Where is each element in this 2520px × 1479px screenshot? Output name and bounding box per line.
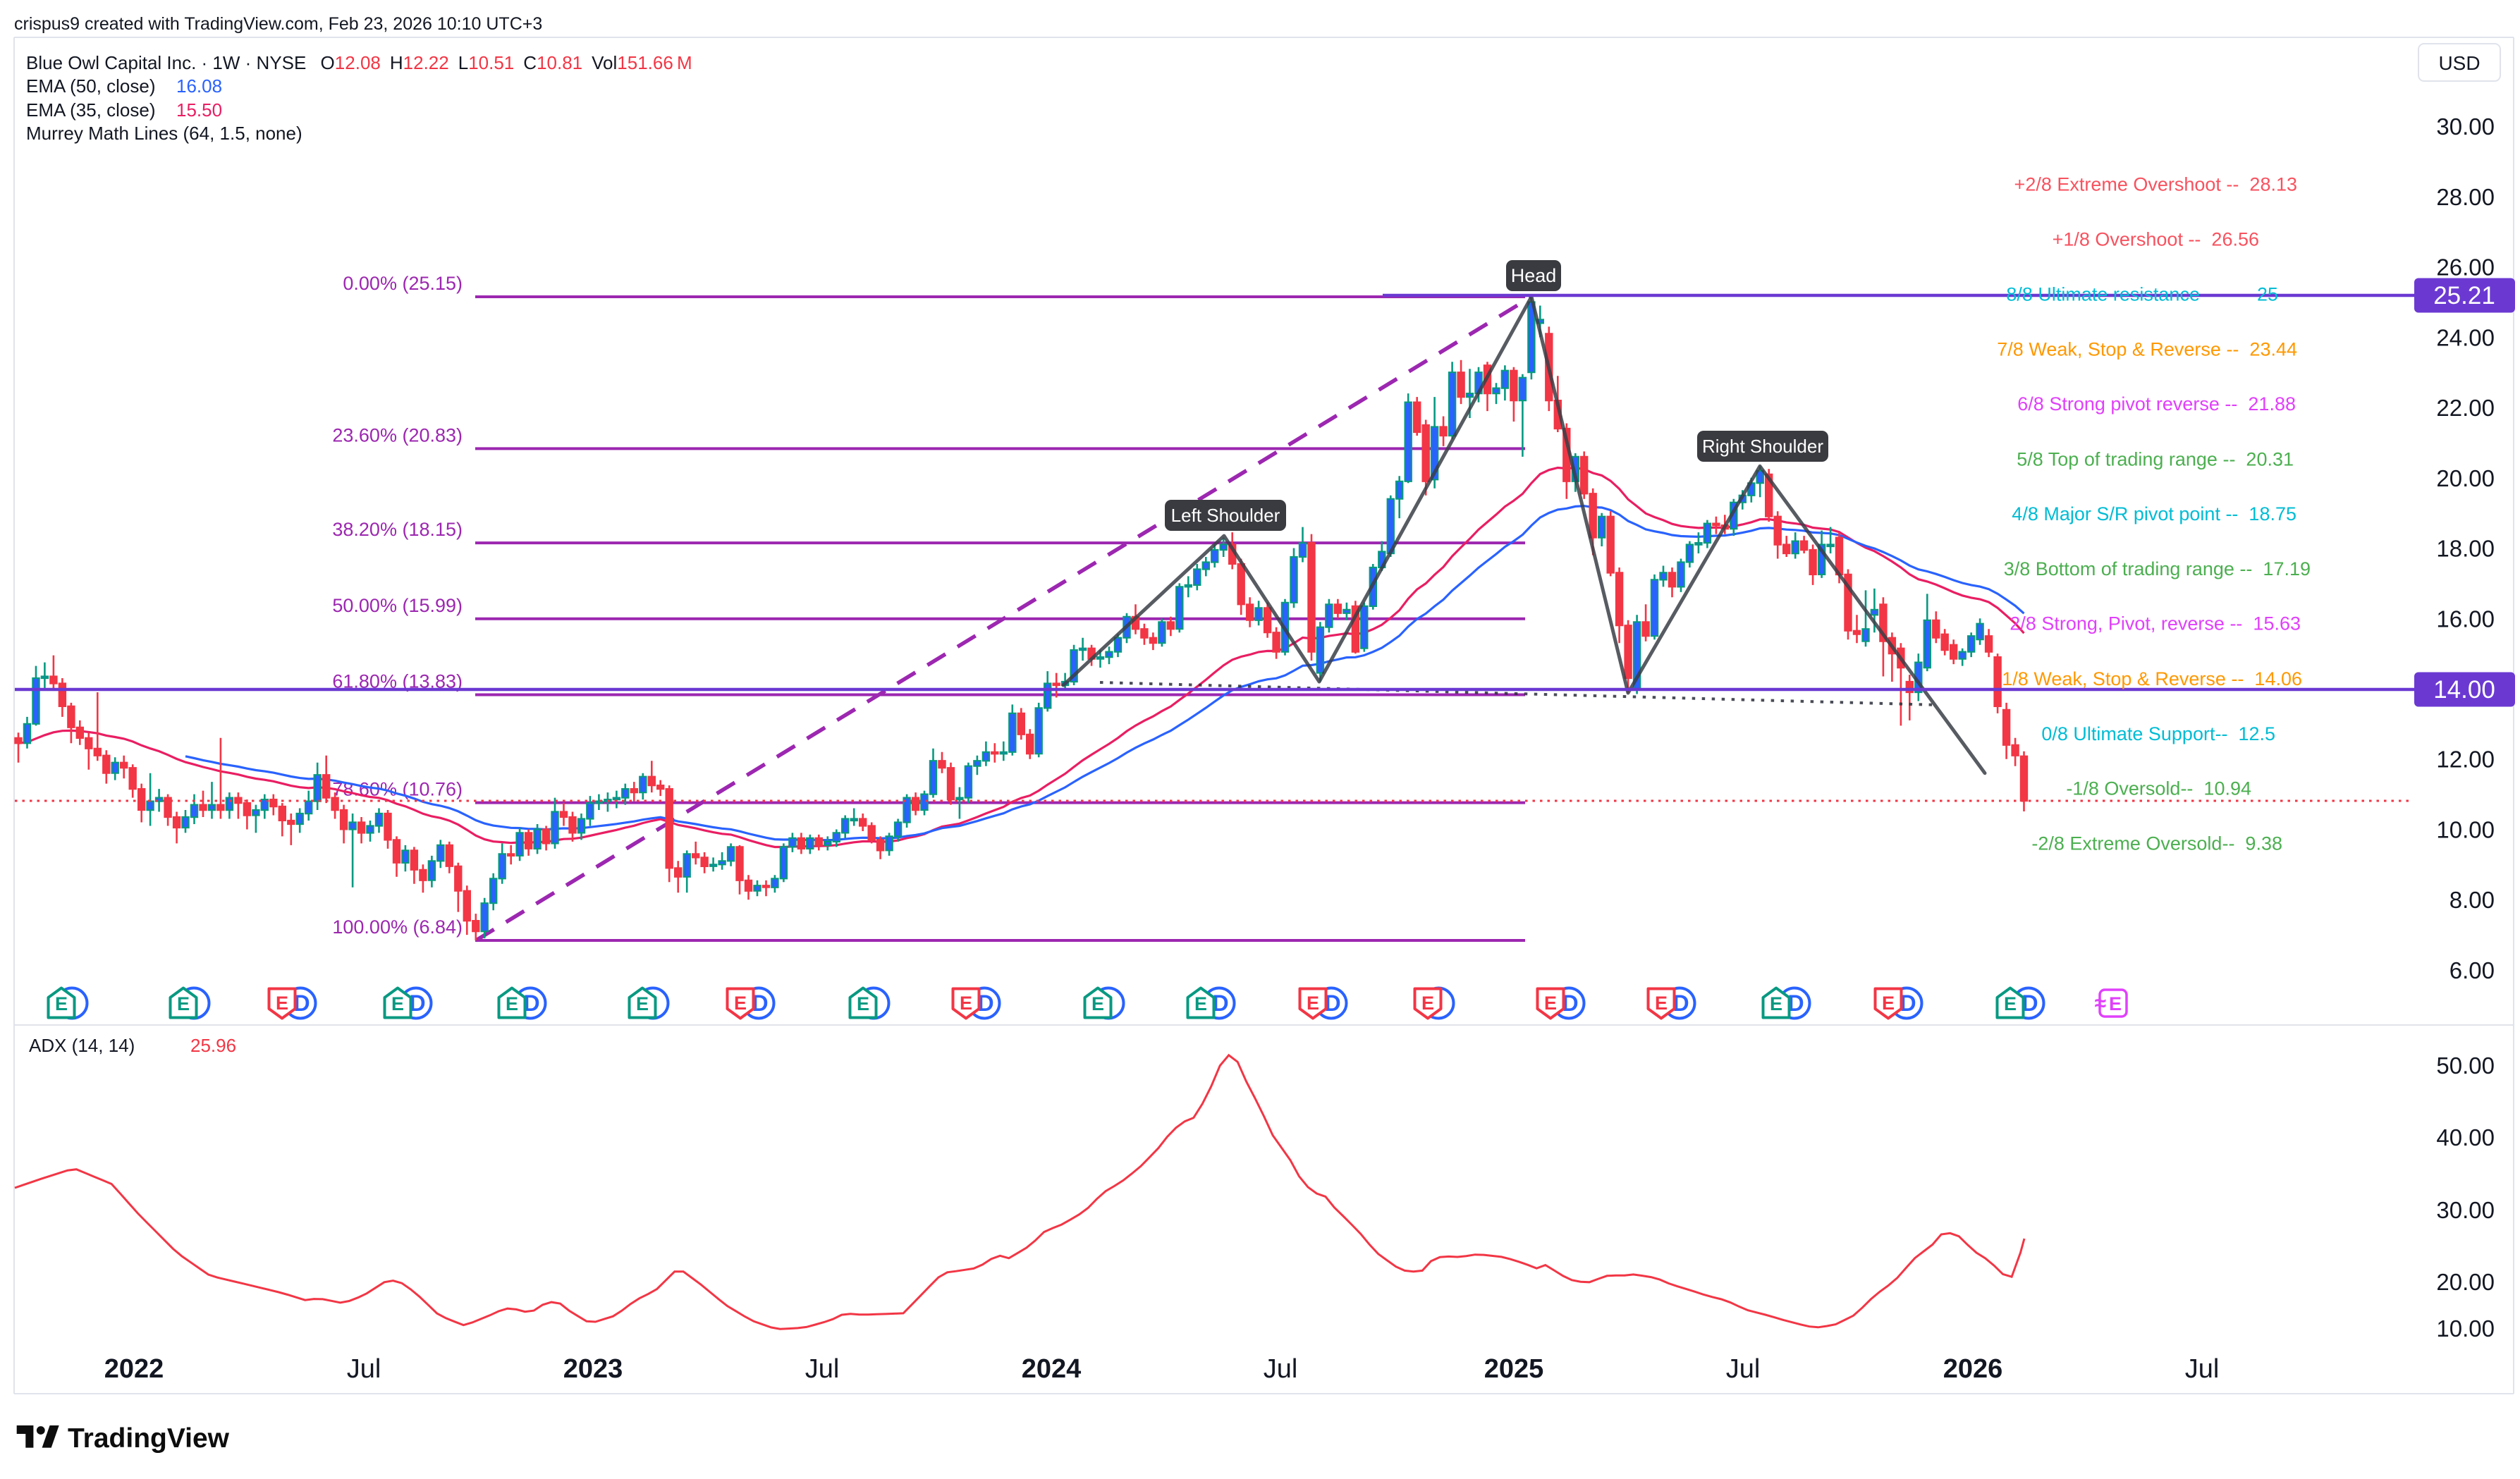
svg-text:E: E [734, 993, 747, 1014]
svg-text:20.00: 20.00 [2436, 1269, 2495, 1295]
svg-text:3/8 Bottom of trading range --: 3/8 Bottom of trading range -- 17.19 [2004, 558, 2311, 579]
svg-text:D: D [1212, 990, 1228, 1016]
svg-text:E: E [506, 993, 518, 1014]
svg-text:EMA (50, close): EMA (50, close) [26, 75, 156, 97]
svg-text:D: D [2021, 990, 2038, 1016]
svg-text:Jul: Jul [1264, 1354, 1298, 1384]
svg-text:D: D [293, 990, 310, 1016]
svg-text:2026: 2026 [1943, 1354, 2003, 1384]
svg-text:D: D [977, 990, 993, 1016]
svg-text:14.00: 14.00 [2433, 676, 2495, 704]
svg-text:E: E [2109, 993, 2122, 1014]
svg-text:D: D [1562, 990, 1578, 1016]
svg-text:E: E [177, 993, 190, 1014]
svg-text:20.00: 20.00 [2436, 465, 2495, 491]
svg-text:Left Shoulder: Left Shoulder [1171, 505, 1280, 526]
svg-text:D: D [1900, 990, 1916, 1016]
svg-text:TradingView: TradingView [68, 1423, 230, 1454]
svg-text:0.00% (25.15): 0.00% (25.15) [343, 273, 463, 294]
svg-text:40.00: 40.00 [2436, 1124, 2495, 1150]
svg-text:E: E [1655, 993, 1668, 1014]
svg-text:4/8 Major S/R pivot point --: 4/8 Major S/R pivot point -- 18.75 [2012, 503, 2296, 524]
svg-text:E: E [391, 993, 404, 1014]
svg-text:E: E [1091, 993, 1104, 1014]
svg-text:+1/8 Overshoot -- 26.56: +1/8 Overshoot -- 26.56 [2053, 229, 2259, 250]
svg-text:USD: USD [2438, 52, 2480, 74]
svg-text:28.00: 28.00 [2436, 184, 2495, 210]
svg-text:E: E [276, 993, 288, 1014]
svg-text:25.96: 25.96 [190, 1035, 236, 1056]
svg-text:Jul: Jul [805, 1354, 840, 1384]
svg-text:E: E [1544, 993, 1557, 1014]
svg-text:15.50: 15.50 [176, 99, 222, 121]
svg-text:≈: ≈ [2095, 992, 2106, 1015]
svg-text:2023: 2023 [563, 1354, 623, 1384]
svg-text:E: E [636, 993, 649, 1014]
svg-text:E: E [55, 993, 68, 1014]
svg-text:8/8 Ultimate resistance 25: 8/8 Ultimate resistance 25 [2006, 284, 2278, 305]
svg-text:E: E [960, 993, 972, 1014]
svg-text:12.00: 12.00 [2436, 747, 2495, 773]
svg-text:10.00: 10.00 [2436, 817, 2495, 843]
svg-text:D: D [409, 990, 425, 1016]
svg-text:-1/8 Oversold-- 10.94: -1/8 Oversold-- 10.94 [2066, 778, 2251, 799]
svg-text:2025: 2025 [1484, 1354, 1544, 1384]
svg-text:Blue Owl Capital Inc. · 1W · N: Blue Owl Capital Inc. · 1W · NYSE O12.08… [26, 52, 692, 73]
svg-text:Head: Head [1511, 265, 1557, 286]
svg-text:16.08: 16.08 [176, 75, 222, 97]
svg-text:D: D [752, 990, 768, 1016]
svg-text:7/8 Weak, Stop & Reverse -- 2: 7/8 Weak, Stop & Reverse -- 23.44 [1997, 338, 2297, 360]
svg-text:E: E [857, 993, 869, 1014]
svg-text:8.00: 8.00 [2449, 887, 2495, 913]
svg-text:100.00% (6.84): 100.00% (6.84) [332, 916, 463, 938]
svg-text:+2/8 Extreme Overshoot -- 28.: +2/8 Extreme Overshoot -- 28.13 [2014, 173, 2297, 195]
svg-text:Jul: Jul [1726, 1354, 1761, 1384]
svg-text:78.60% (10.76): 78.60% (10.76) [332, 779, 463, 800]
svg-text:38.20% (18.15): 38.20% (18.15) [332, 519, 463, 540]
svg-text:23.60% (20.83): 23.60% (20.83) [332, 424, 463, 446]
svg-text:crispus9 created with TradingV: crispus9 created with TradingView.com, F… [14, 14, 542, 34]
svg-text:2024: 2024 [1022, 1354, 1082, 1384]
svg-text:6.00: 6.00 [2449, 957, 2495, 983]
svg-text:D: D [1787, 990, 1804, 1016]
svg-text:50.00% (15.99): 50.00% (15.99) [332, 595, 463, 616]
svg-text:6/8 Strong pivot reverse -- 2: 6/8 Strong pivot reverse -- 21.88 [2017, 393, 2296, 415]
svg-text:Jul: Jul [2185, 1354, 2220, 1384]
svg-text:D: D [1324, 990, 1340, 1016]
svg-text:25.21: 25.21 [2433, 282, 2495, 309]
svg-text:10.00: 10.00 [2436, 1315, 2495, 1342]
svg-text:E: E [1307, 993, 1319, 1014]
svg-text:50.00: 50.00 [2436, 1053, 2495, 1079]
svg-text:2/8 Strong, Pivot, reverse --: 2/8 Strong, Pivot, reverse -- 15.63 [2010, 613, 2301, 634]
svg-text:Jul: Jul [347, 1354, 381, 1384]
svg-text:30.00: 30.00 [2436, 113, 2495, 140]
svg-text:E: E [1194, 993, 1207, 1014]
svg-text:E: E [1770, 993, 1782, 1014]
svg-text:Murrey Math Lines (64, 1.5, no: Murrey Math Lines (64, 1.5, none) [26, 123, 302, 144]
svg-text:-2/8 Extreme Oversold-- 9.38: -2/8 Extreme Oversold-- 9.38 [2031, 833, 2282, 854]
svg-text:E: E [2004, 993, 2017, 1014]
svg-text:30.00: 30.00 [2436, 1197, 2495, 1223]
svg-text:18.00: 18.00 [2436, 536, 2495, 562]
svg-text:0/8 Ultimate Support-- 12.5: 0/8 Ultimate Support-- 12.5 [2041, 723, 2275, 744]
svg-text:24.00: 24.00 [2436, 324, 2495, 350]
svg-text:EMA (35, close): EMA (35, close) [26, 99, 156, 121]
svg-text:1/8 Weak, Stop & Reverse -- 1: 1/8 Weak, Stop & Reverse -- 14.06 [2002, 668, 2302, 689]
svg-text:22.00: 22.00 [2436, 395, 2495, 421]
svg-text:5/8 Top of trading range -- 2: 5/8 Top of trading range -- 20.31 [2017, 448, 2294, 470]
svg-text:Right Shoulder: Right Shoulder [1702, 436, 1823, 457]
svg-text:E: E [1882, 993, 1895, 1014]
svg-text:26.00: 26.00 [2436, 254, 2495, 281]
svg-text:16.00: 16.00 [2436, 606, 2495, 632]
svg-text:D: D [1672, 990, 1689, 1016]
svg-text:2022: 2022 [104, 1354, 164, 1384]
svg-text:ADX (14, 14): ADX (14, 14) [29, 1035, 135, 1056]
svg-text:E: E [1421, 993, 1434, 1014]
svg-text:D: D [523, 990, 539, 1016]
